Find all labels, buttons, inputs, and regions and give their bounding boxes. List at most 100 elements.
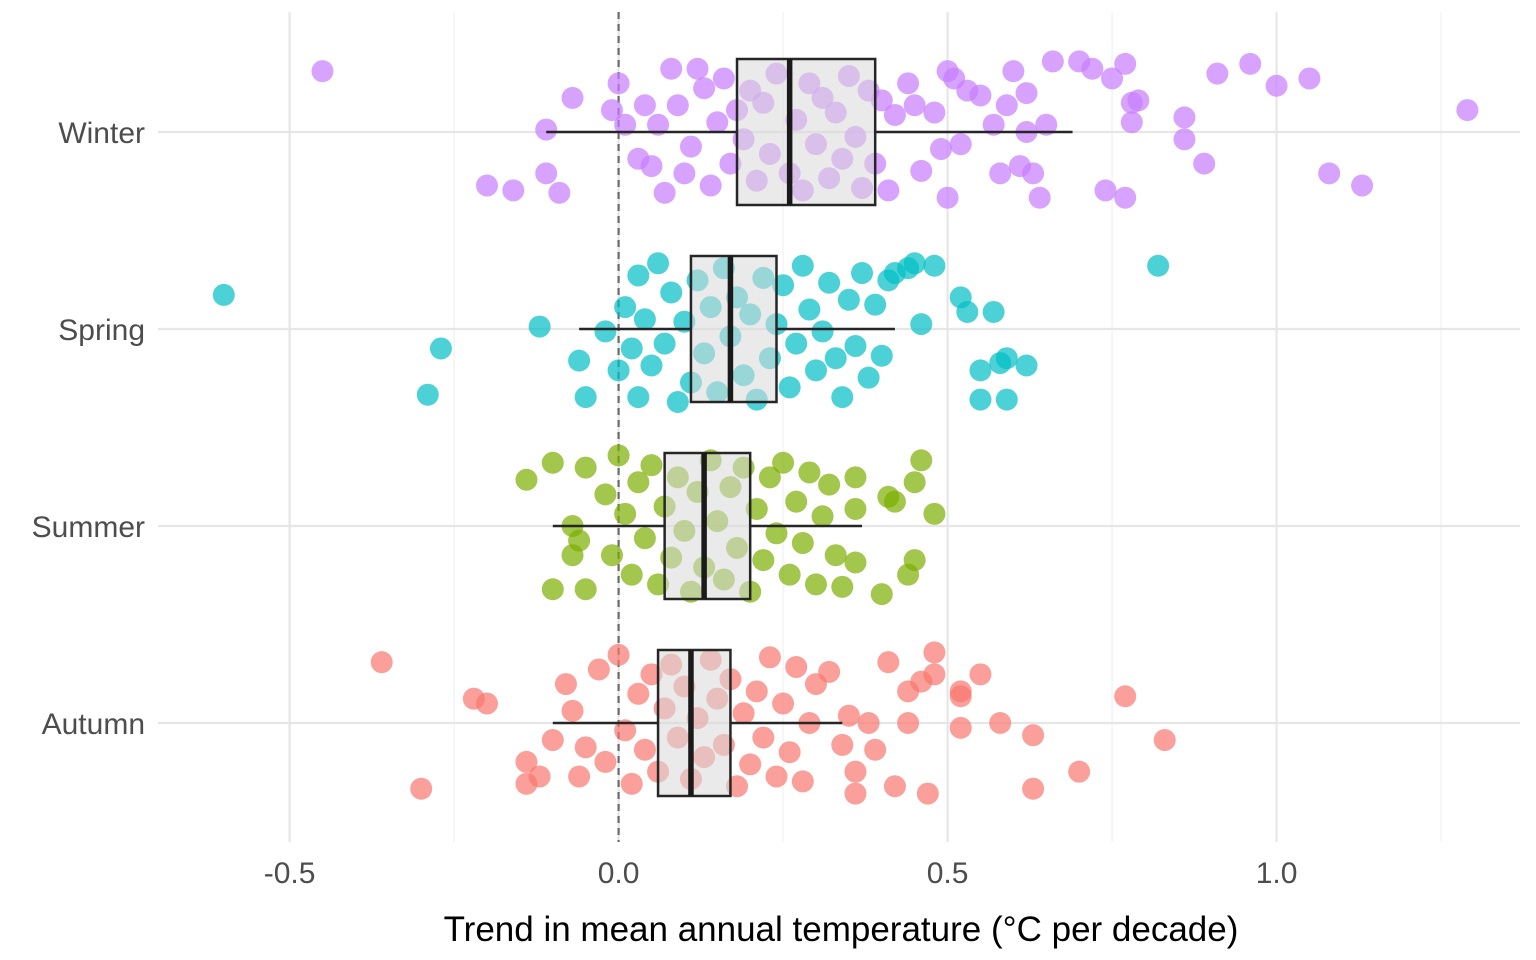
data-point-winter <box>1081 57 1104 80</box>
data-point-autumn <box>791 770 814 793</box>
data-point-spring <box>910 313 933 336</box>
data-point-summer <box>844 466 867 489</box>
data-point-autumn <box>1068 760 1091 783</box>
data-point-winter <box>1456 99 1479 122</box>
data-point-winter <box>903 94 926 117</box>
data-point-summer <box>910 449 933 472</box>
box-iqr <box>689 254 778 404</box>
data-point-summer <box>798 461 821 484</box>
data-point-spring <box>995 347 1018 370</box>
data-point-spring <box>798 298 821 321</box>
data-point-autumn <box>568 765 591 788</box>
data-point-spring <box>785 332 808 355</box>
data-point-autumn <box>969 663 992 686</box>
data-point-winter <box>673 162 696 185</box>
data-point-winter <box>1127 89 1150 112</box>
data-point-summer <box>791 532 814 555</box>
data-point-winter <box>949 133 972 156</box>
data-point-winter <box>1173 106 1196 129</box>
x-tick-label: -0.5 <box>264 857 316 890</box>
data-point-autumn <box>627 682 650 705</box>
data-point-winter <box>535 118 558 141</box>
data-point-winter <box>647 113 670 136</box>
data-point-autumn <box>765 765 788 788</box>
data-point-spring <box>995 388 1018 411</box>
data-point-summer <box>870 583 893 606</box>
data-point-spring <box>791 254 814 277</box>
data-point-autumn <box>614 719 637 742</box>
data-point-winter <box>1298 67 1321 90</box>
data-point-spring <box>818 271 841 294</box>
data-point-autumn <box>587 658 610 681</box>
data-point-spring <box>607 359 630 382</box>
data-point-summer <box>568 529 591 552</box>
data-point-winter <box>311 60 334 83</box>
x-tick-label: 0.0 <box>598 857 640 890</box>
data-point-spring <box>982 300 1005 323</box>
data-point-winter <box>561 86 584 109</box>
y-tick-label-winter: Winter <box>58 117 145 150</box>
data-point-spring <box>903 252 926 275</box>
data-point-autumn <box>949 716 972 739</box>
data-point-summer <box>640 454 663 477</box>
x-tick-label: 0.5 <box>927 857 969 890</box>
data-point-spring <box>778 376 801 399</box>
y-tick-label-autumn: Autumn <box>42 708 145 741</box>
data-point-summer <box>574 578 597 601</box>
data-point-spring <box>864 293 887 316</box>
x-axis-title: Trend in mean annual temperature (°C per… <box>444 910 1239 949</box>
data-point-winter <box>706 111 729 134</box>
data-point-autumn <box>758 646 781 669</box>
data-point-spring <box>851 262 874 285</box>
data-point-autumn <box>857 712 880 734</box>
data-point-autumn <box>778 741 801 764</box>
data-point-spring <box>831 386 854 409</box>
data-point-winter <box>1120 111 1143 134</box>
data-point-winter <box>607 72 630 95</box>
data-point-winter <box>502 179 525 202</box>
data-point-spring <box>416 383 439 406</box>
data-point-winter <box>936 186 959 209</box>
data-point-winter <box>640 155 663 178</box>
box-summer <box>552 451 863 601</box>
data-point-autumn <box>831 733 854 756</box>
data-point-winter <box>1015 82 1038 105</box>
data-point-summer <box>594 483 617 506</box>
data-point-spring <box>647 252 670 275</box>
x-axis-tick-labels: -0.5 0.0 0.5 1.0 <box>264 857 1298 890</box>
data-point-summer <box>633 527 656 550</box>
data-point-summer <box>883 490 906 513</box>
box-autumn <box>552 648 843 798</box>
data-point-autumn <box>1022 724 1045 747</box>
data-point-autumn <box>1022 777 1045 800</box>
data-point-spring <box>574 386 597 409</box>
data-point-spring <box>1015 354 1038 377</box>
data-point-summer <box>844 497 867 520</box>
data-point-spring <box>969 388 992 411</box>
data-point-winter <box>877 179 900 202</box>
data-point-autumn <box>923 641 946 664</box>
data-point-summer <box>818 473 841 496</box>
data-point-autumn <box>739 753 762 776</box>
box-plots <box>546 57 1073 798</box>
data-point-autumn <box>864 738 887 761</box>
data-point-winter <box>679 135 702 158</box>
data-point-winter <box>1002 60 1025 83</box>
data-point-autumn <box>844 760 867 783</box>
data-point-spring <box>653 332 676 355</box>
data-point-spring <box>528 315 551 338</box>
data-point-spring <box>969 359 992 382</box>
data-point-winter <box>1041 50 1064 73</box>
data-point-winter <box>1193 152 1216 175</box>
data-point-summer <box>758 466 781 489</box>
data-point-winter <box>982 113 1005 136</box>
box-iqr <box>735 57 877 207</box>
data-point-summer <box>772 451 795 474</box>
data-point-winter <box>1022 162 1045 185</box>
data-point-autumn <box>370 651 393 674</box>
data-point-winter <box>1114 52 1137 75</box>
data-point-autumn <box>897 712 920 734</box>
data-point-winter <box>548 181 571 204</box>
data-point-winter <box>1094 179 1117 202</box>
data-point-winter <box>712 67 735 90</box>
